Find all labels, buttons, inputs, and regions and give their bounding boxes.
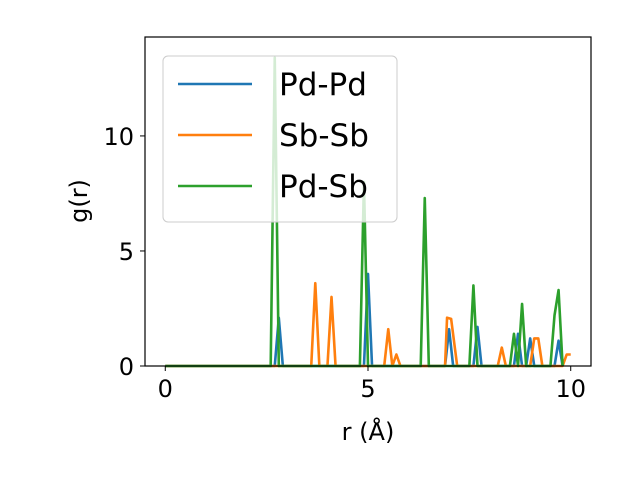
legend-label: Pd-Sb (279, 169, 368, 205)
y-tick-label: 10 (103, 123, 134, 151)
x-axis: 0 5 10 (158, 366, 586, 403)
y-tick-label: 5 (119, 238, 134, 266)
legend: Pd-Pd Sb-Sb Pd-Sb (162, 55, 398, 223)
x-tick-label: 0 (158, 375, 173, 403)
x-tick-label: 5 (360, 375, 375, 403)
y-tick-label: 0 (119, 353, 134, 381)
legend-label: Pd-Pd (279, 67, 367, 103)
y-axis: 0 5 10 (103, 123, 145, 381)
legend-box (162, 55, 398, 223)
x-tick-label: 10 (555, 375, 586, 403)
x-axis-label: r (Å) (342, 417, 395, 446)
legend-label: Sb-Sb (279, 118, 369, 154)
series-line-sb-sb (165, 281, 571, 368)
y-axis-label: g(r) (65, 179, 93, 223)
